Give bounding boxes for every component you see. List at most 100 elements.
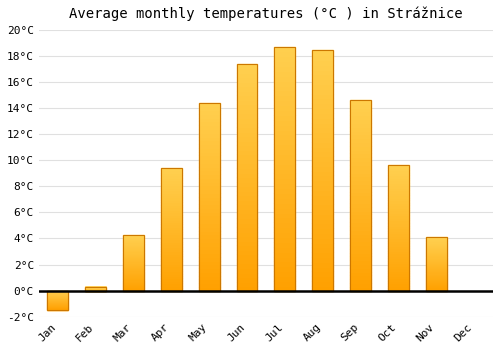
Bar (236, 159, 258, 163)
Bar (198, 197, 220, 201)
Bar (198, 279, 220, 283)
Bar (123, 275, 144, 276)
Bar (236, 182, 258, 186)
Bar (350, 272, 371, 275)
Bar (350, 142, 371, 146)
Bar (236, 113, 258, 118)
Bar (198, 223, 220, 227)
Bar (426, 266, 446, 267)
Bar (236, 254, 258, 259)
Bar (388, 190, 409, 193)
Bar (236, 236, 258, 241)
Bar (123, 267, 144, 268)
Bar (312, 219, 333, 223)
Bar (236, 86, 258, 91)
Bar (426, 268, 446, 269)
Bar (161, 212, 182, 215)
Bar (161, 168, 182, 291)
Bar (312, 79, 333, 84)
Bar (236, 195, 258, 200)
Bar (388, 165, 409, 168)
Bar (123, 264, 144, 265)
Bar (426, 251, 446, 252)
Bar (198, 163, 220, 167)
Bar (236, 232, 258, 236)
Bar (161, 281, 182, 284)
Bar (312, 147, 333, 151)
Bar (274, 217, 295, 222)
Bar (426, 276, 446, 277)
Bar (426, 289, 446, 291)
Bar (161, 207, 182, 210)
Bar (350, 115, 371, 119)
Bar (350, 283, 371, 287)
Bar (161, 215, 182, 217)
Bar (388, 225, 409, 228)
Bar (350, 157, 371, 161)
Bar (123, 270, 144, 271)
Bar (123, 248, 144, 249)
Bar (274, 51, 295, 56)
Bar (198, 140, 220, 144)
Bar (274, 242, 295, 247)
Bar (48, 303, 68, 304)
Bar (312, 199, 333, 204)
Bar (274, 266, 295, 271)
Bar (388, 248, 409, 251)
Bar (123, 274, 144, 275)
Bar (161, 190, 182, 192)
Bar (426, 240, 446, 241)
Bar (388, 253, 409, 255)
Bar (388, 276, 409, 278)
Bar (161, 249, 182, 251)
Bar (198, 144, 220, 148)
Bar (274, 100, 295, 105)
Bar (312, 89, 333, 94)
Bar (161, 178, 182, 180)
Bar (388, 178, 409, 180)
Bar (123, 250, 144, 251)
Bar (312, 223, 333, 228)
Bar (274, 134, 295, 139)
Bar (85, 287, 106, 291)
Bar (350, 245, 371, 249)
Bar (198, 167, 220, 170)
Bar (198, 268, 220, 272)
Bar (48, 291, 68, 310)
Bar (274, 237, 295, 242)
Bar (426, 248, 446, 249)
Bar (198, 249, 220, 253)
Bar (48, 295, 68, 296)
Bar (161, 266, 182, 268)
Bar (123, 271, 144, 272)
Bar (123, 276, 144, 277)
Bar (274, 212, 295, 217)
Bar (198, 106, 220, 110)
Bar (161, 202, 182, 205)
Bar (236, 204, 258, 209)
Bar (274, 139, 295, 144)
Bar (198, 231, 220, 234)
Bar (388, 268, 409, 271)
Bar (274, 252, 295, 257)
Bar (123, 254, 144, 255)
Bar (274, 105, 295, 110)
Bar (48, 301, 68, 302)
Bar (350, 215, 371, 218)
Bar (198, 212, 220, 216)
Bar (198, 253, 220, 257)
Bar (350, 257, 371, 260)
Bar (388, 201, 409, 203)
Bar (388, 288, 409, 291)
Bar (350, 150, 371, 153)
Bar (161, 254, 182, 256)
Bar (198, 234, 220, 238)
Bar (198, 264, 220, 268)
Bar (48, 302, 68, 303)
Bar (388, 170, 409, 173)
Bar (312, 209, 333, 214)
Bar (274, 247, 295, 252)
Bar (161, 271, 182, 273)
Bar (426, 239, 446, 240)
Bar (312, 276, 333, 281)
